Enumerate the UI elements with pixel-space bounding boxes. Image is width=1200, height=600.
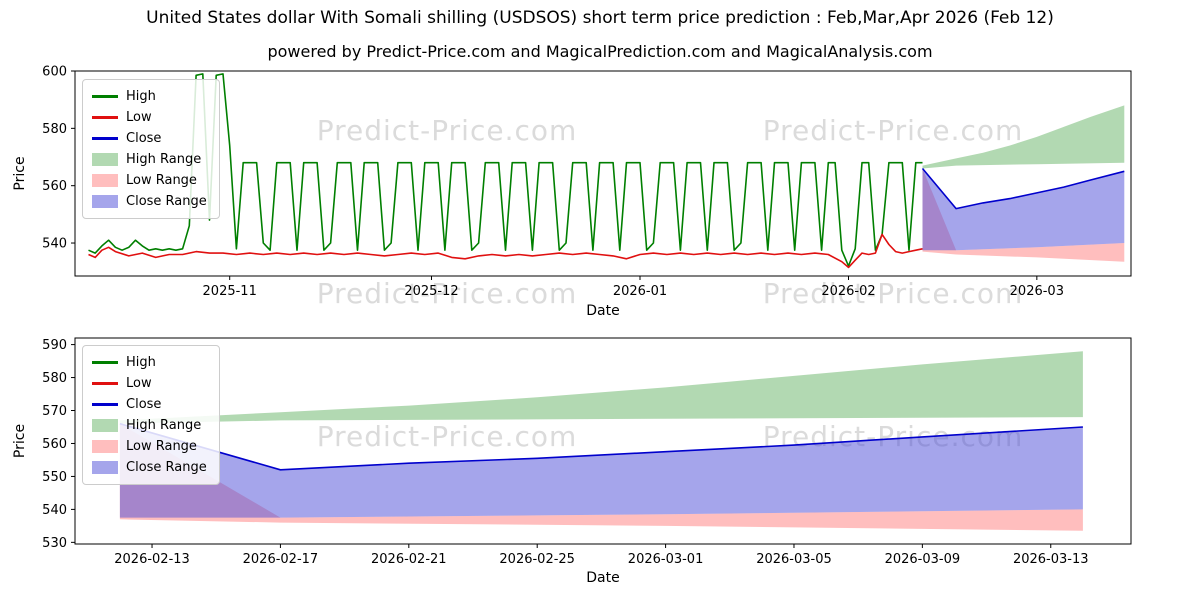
legend-item-low-range: Low Range bbox=[92, 170, 207, 191]
y-tick-label: 590 bbox=[42, 338, 67, 353]
chart-subtitle: powered by Predict-Price.com and Magical… bbox=[267, 42, 933, 61]
legend-item-high-range: High Range bbox=[92, 149, 207, 170]
x-axis-label: Date bbox=[586, 570, 619, 586]
x-tick-label: 2026-02-13 bbox=[114, 552, 190, 567]
high-swatch bbox=[92, 361, 118, 364]
legend-label: Low bbox=[126, 110, 152, 125]
x-tick-label: 2026-02 bbox=[821, 284, 875, 299]
legend-item-low: Low bbox=[92, 373, 207, 394]
plot-frame bbox=[74, 337, 1132, 545]
legend-label: High bbox=[126, 355, 156, 370]
legend-label: Close Range bbox=[126, 194, 207, 209]
x-tick-label: 2026-03-01 bbox=[628, 552, 704, 567]
legend-item-low: Low bbox=[92, 107, 207, 128]
high-range-band bbox=[119, 351, 1083, 424]
watermark-text: Predict-Price.com bbox=[762, 114, 1024, 147]
y-tick-label: 560 bbox=[42, 437, 67, 452]
legend-item-close: Close bbox=[92, 128, 207, 149]
x-tick-label: 2026-03-13 bbox=[1013, 552, 1089, 567]
close-swatch bbox=[92, 403, 118, 406]
legend-label: Close bbox=[126, 397, 162, 412]
legend-item-close-range: Close Range bbox=[92, 191, 207, 212]
watermark-text: Predict-Price.com bbox=[316, 420, 578, 453]
watermark-text: Predict-Price.com bbox=[762, 277, 1024, 310]
legend-item-low-range: Low Range bbox=[92, 436, 207, 457]
low-line bbox=[88, 233, 923, 269]
legend-label: Close Range bbox=[126, 460, 207, 475]
close-range-band bbox=[922, 168, 1125, 251]
x-tick-label: 2025-11 bbox=[203, 284, 257, 299]
close-range-band bbox=[119, 423, 1083, 518]
legend-item-close: Close bbox=[92, 394, 207, 415]
y-tick-label: 540 bbox=[42, 237, 67, 252]
y-axis-label: Price bbox=[12, 424, 28, 458]
legend-label: High bbox=[126, 89, 156, 104]
close-line bbox=[119, 422, 1083, 471]
y-tick-label: 580 bbox=[42, 122, 67, 137]
y-tick-label: 580 bbox=[42, 371, 67, 386]
close-range-swatch bbox=[92, 461, 118, 474]
x-tick-label: 2025-12 bbox=[404, 284, 458, 299]
x-tick-label: 2026-03 bbox=[1010, 284, 1064, 299]
watermark-text: Predict-Price.com bbox=[316, 114, 578, 147]
legend-item-high: High bbox=[92, 352, 207, 373]
x-tick-label: 2026-03-09 bbox=[885, 552, 961, 567]
legend-label: Low bbox=[126, 376, 152, 391]
x-tick-label: 2026-01 bbox=[613, 284, 667, 299]
legend-label: Low Range bbox=[126, 439, 197, 454]
legend-label: Low Range bbox=[126, 173, 197, 188]
low-range-swatch bbox=[92, 174, 118, 187]
x-tick-label: 2026-03-05 bbox=[756, 552, 832, 567]
low-range-swatch bbox=[92, 440, 118, 453]
legend-bottom-chart: High Low Close High Range Low Range Close Ran… bbox=[82, 345, 220, 485]
legend-top-chart: High Low Close High Range Low Range Close Ran… bbox=[82, 79, 220, 219]
y-tick-label: 550 bbox=[42, 470, 67, 485]
legend-label: High Range bbox=[126, 152, 202, 167]
low-swatch bbox=[92, 116, 118, 119]
x-tick-label: 2026-02-25 bbox=[499, 552, 575, 567]
chart-title: United States dollar With Somali shillin… bbox=[146, 8, 1054, 28]
legend-label: High Range bbox=[126, 418, 202, 433]
plot-frame bbox=[74, 70, 1132, 277]
close-line bbox=[921, 167, 1125, 210]
y-tick-label: 600 bbox=[42, 65, 67, 80]
legend-item-high: High bbox=[92, 86, 207, 107]
close-range-swatch bbox=[92, 195, 118, 208]
high-swatch bbox=[92, 95, 118, 98]
watermark-text: Predict-Price.com bbox=[316, 277, 578, 310]
y-axis-label: Price bbox=[12, 156, 28, 190]
legend-item-high-range: High Range bbox=[92, 415, 207, 436]
y-tick-label: 540 bbox=[42, 503, 67, 518]
y-tick-label: 560 bbox=[42, 179, 67, 194]
legend-item-close-range: Close Range bbox=[92, 457, 207, 478]
high-range-band bbox=[922, 105, 1125, 169]
x-axis-label: Date bbox=[586, 303, 619, 319]
x-tick-label: 2026-02-17 bbox=[243, 552, 319, 567]
low-swatch bbox=[92, 382, 118, 385]
legend-label: Close bbox=[126, 131, 162, 146]
x-tick-label: 2026-02-21 bbox=[371, 552, 447, 567]
y-tick-label: 570 bbox=[42, 404, 67, 419]
low-range-band bbox=[119, 423, 1083, 531]
high-range-swatch bbox=[92, 153, 118, 166]
high-range-swatch bbox=[92, 419, 118, 432]
low-range-band bbox=[922, 168, 1125, 262]
y-tick-label: 530 bbox=[42, 536, 67, 551]
close-swatch bbox=[92, 137, 118, 140]
